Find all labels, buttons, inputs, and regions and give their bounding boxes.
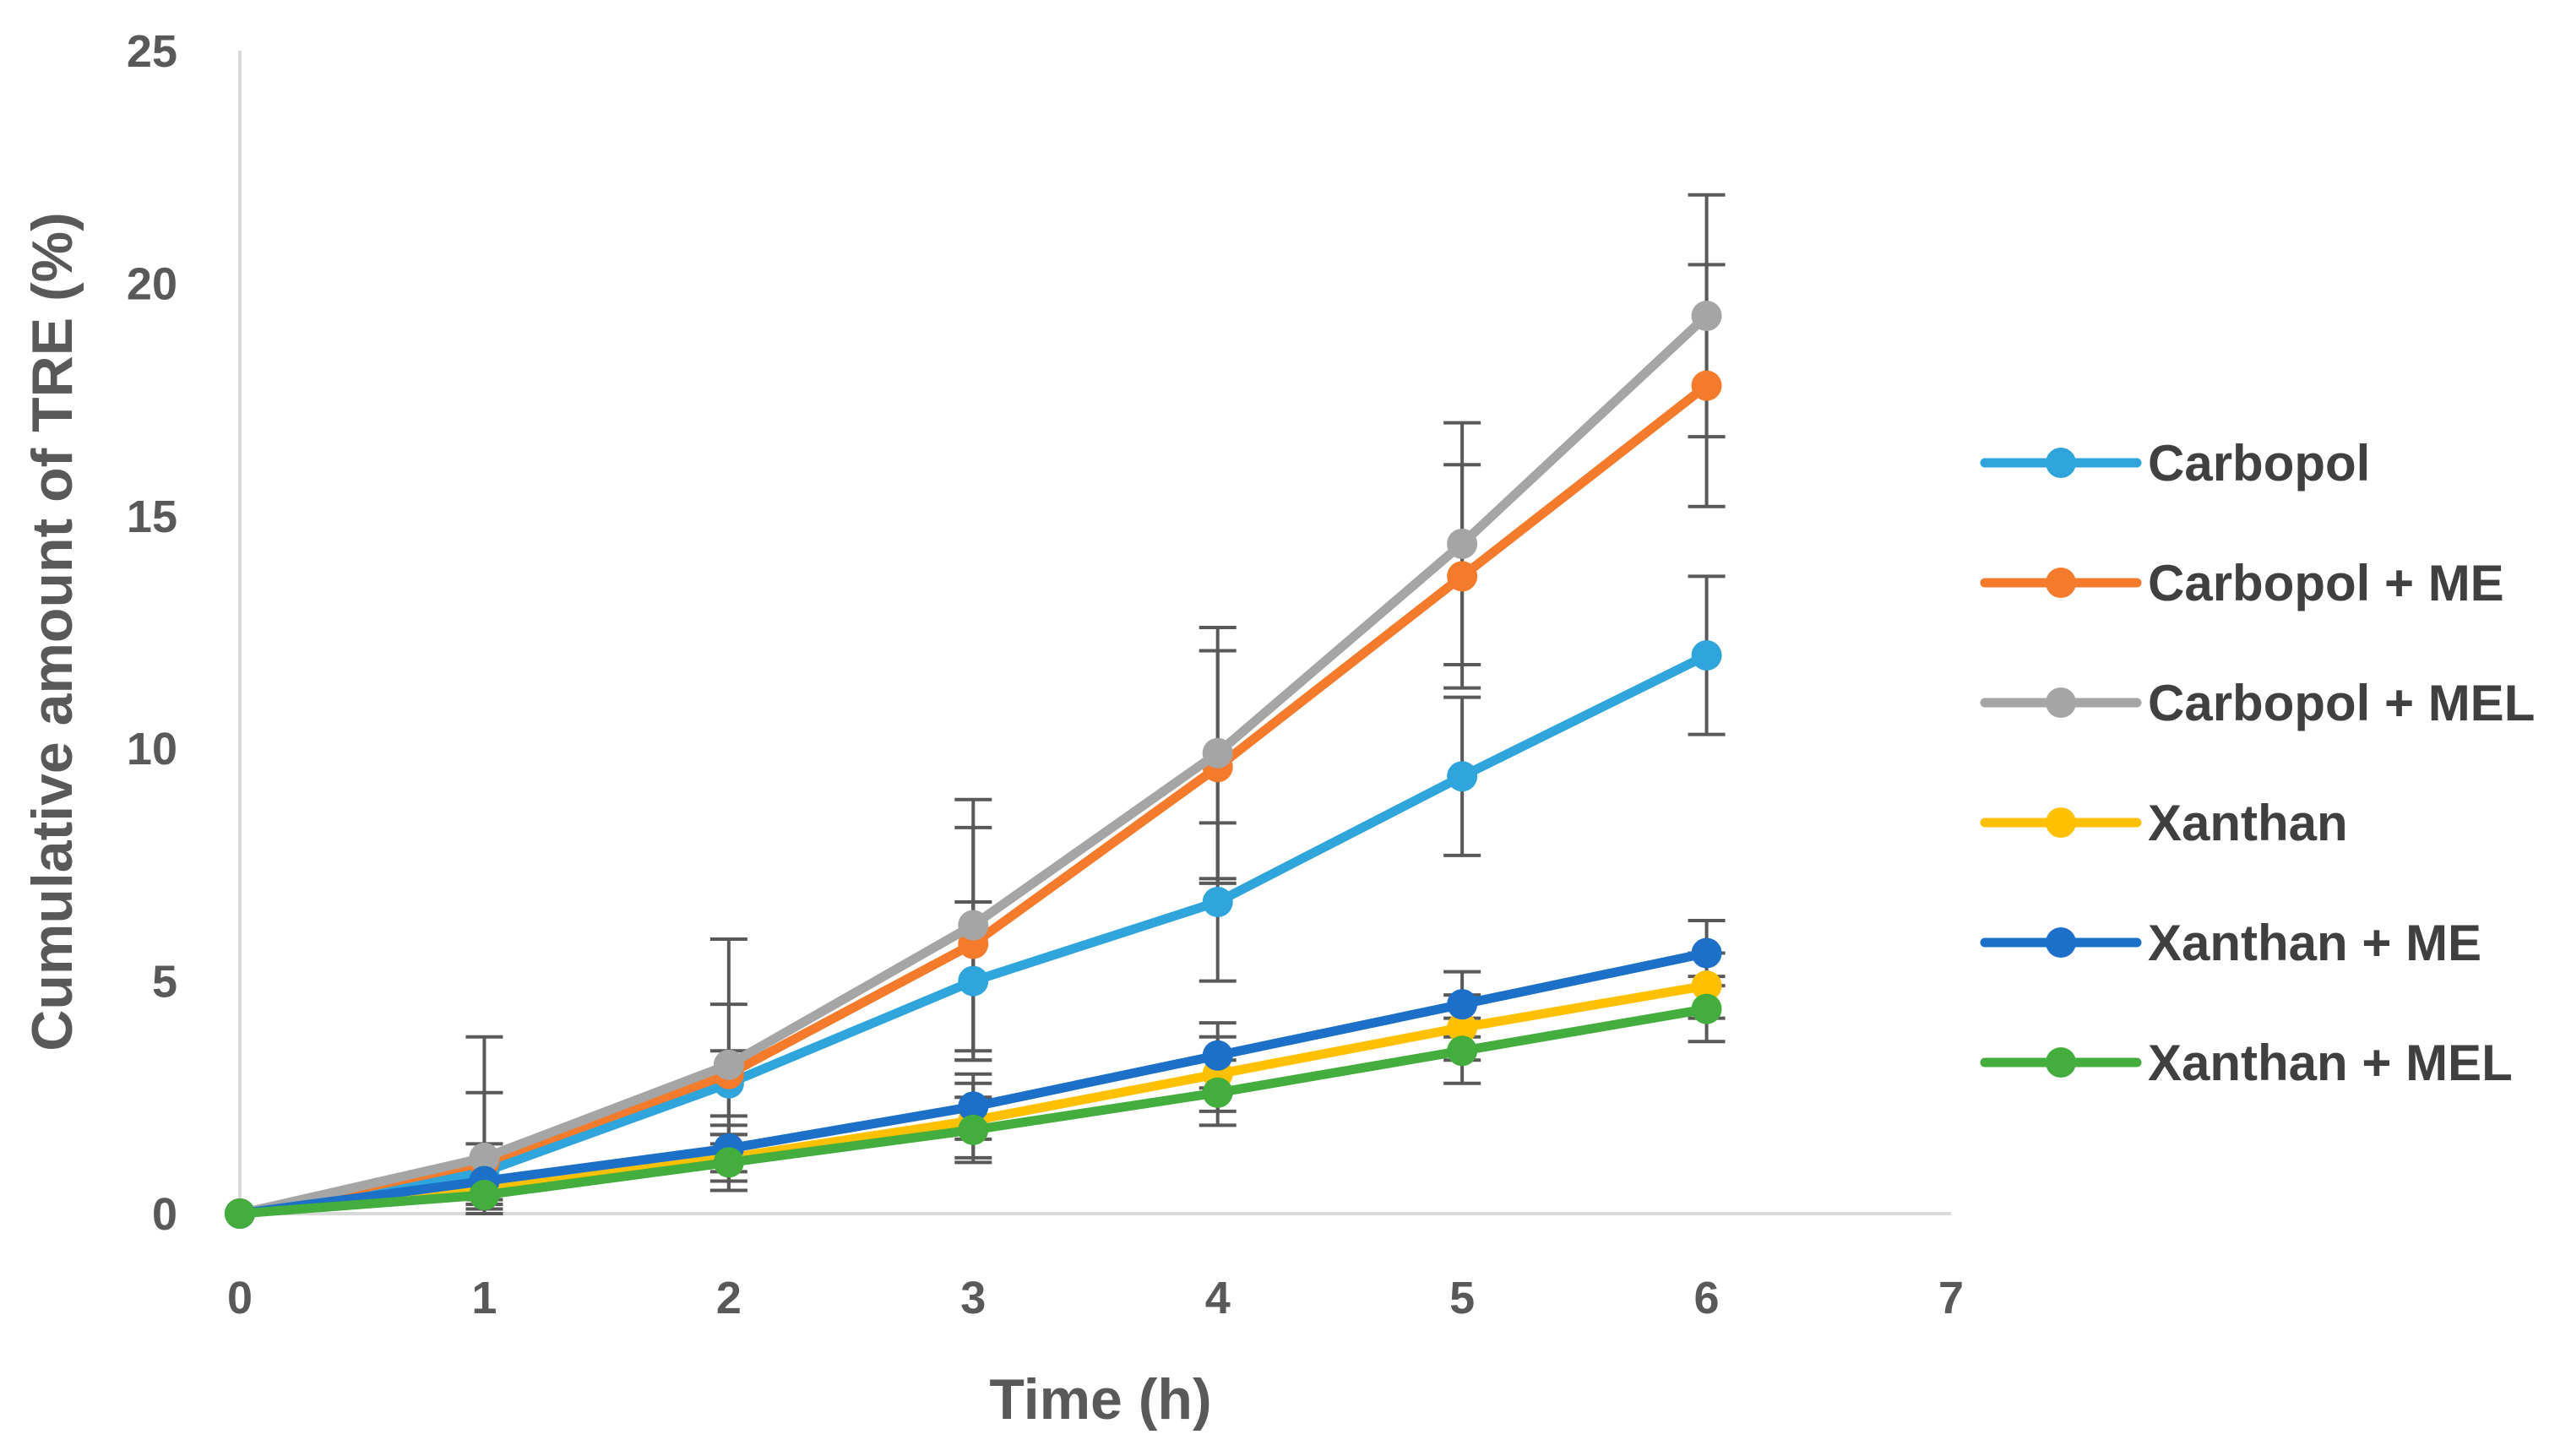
legend-label: Xanthan + MEL bbox=[2148, 1035, 2513, 1091]
data-point bbox=[958, 965, 989, 997]
data-point bbox=[469, 1142, 500, 1173]
data-point bbox=[1202, 737, 1233, 769]
y-axis-title: Cumulative amount of TRE (%) bbox=[20, 212, 84, 1051]
x-tick-label: 2 bbox=[716, 1273, 742, 1323]
y-tick-label: 25 bbox=[127, 26, 177, 77]
data-point bbox=[1202, 886, 1233, 917]
y-tick-label: 10 bbox=[127, 724, 177, 774]
legend-item: Carbopol bbox=[1980, 435, 2370, 492]
legend-label: Carbopol bbox=[2148, 435, 2370, 492]
legend-item: Xanthan + MEL bbox=[1980, 1035, 2513, 1091]
data-point bbox=[1691, 993, 1722, 1024]
data-point bbox=[958, 1114, 989, 1145]
legend-swatch-marker bbox=[2046, 687, 2076, 718]
axes: 0 5 10 15 20 25 0 1 2 3 4 5 6 7 bbox=[127, 26, 1964, 1323]
data-point bbox=[1447, 989, 1478, 1020]
legend: Carbopol Carbopol + ME Carbopol + MEL Xanth… bbox=[1980, 435, 2535, 1091]
data-point bbox=[958, 910, 989, 941]
legend-swatch-marker bbox=[2046, 568, 2076, 598]
data-point bbox=[1447, 1012, 1478, 1043]
data-point bbox=[1202, 1040, 1233, 1071]
legend-swatch-marker bbox=[2046, 807, 2076, 838]
data-point bbox=[469, 1179, 500, 1210]
x-tick-label: 7 bbox=[1938, 1273, 1964, 1323]
error-bars bbox=[465, 193, 1726, 1215]
x-tick-label: 5 bbox=[1449, 1273, 1475, 1323]
data-point bbox=[1447, 561, 1478, 592]
y-tick-label: 0 bbox=[152, 1189, 177, 1240]
data-point bbox=[225, 1198, 255, 1229]
x-tick-label: 3 bbox=[960, 1273, 986, 1323]
legend-label: Carbopol + MEL bbox=[2148, 675, 2535, 731]
data-point bbox=[1691, 370, 1722, 401]
legend-label: Carbopol + ME bbox=[2148, 555, 2504, 611]
legend-swatch-marker bbox=[2046, 927, 2076, 958]
legend-label: Xanthan bbox=[2148, 795, 2348, 851]
data-point bbox=[713, 1147, 744, 1178]
y-tick-label: 20 bbox=[127, 258, 177, 309]
legend-item: Carbopol + ME bbox=[1980, 555, 2504, 611]
x-tick-label: 6 bbox=[1694, 1273, 1720, 1323]
legend-item: Xanthan + ME bbox=[1980, 915, 2481, 971]
data-point bbox=[713, 1049, 744, 1080]
y-tick-label: 15 bbox=[127, 492, 177, 542]
data-point bbox=[1691, 640, 1722, 671]
data-point bbox=[1447, 528, 1478, 559]
y-tick-label: 5 bbox=[152, 957, 177, 1008]
x-tick-label: 0 bbox=[227, 1273, 253, 1323]
legend-item: Carbopol + MEL bbox=[1980, 675, 2535, 731]
data-point bbox=[1691, 937, 1722, 969]
data-point bbox=[1691, 300, 1722, 331]
legend-label: Xanthan + ME bbox=[2148, 915, 2481, 971]
data-point bbox=[958, 1091, 989, 1122]
data-point bbox=[1447, 761, 1478, 792]
legend-item: Xanthan bbox=[1980, 795, 2348, 851]
data-point bbox=[1691, 970, 1722, 1002]
x-axis-title: Time (h) bbox=[989, 1367, 1211, 1432]
legend-swatch-marker bbox=[2046, 1047, 2076, 1078]
x-tick-label: 4 bbox=[1205, 1273, 1231, 1323]
series-xanthan-mel bbox=[225, 993, 1722, 1229]
x-tick-label: 1 bbox=[471, 1273, 497, 1323]
legend-swatch-marker bbox=[2046, 448, 2076, 478]
series-lines bbox=[225, 300, 1722, 1229]
data-point bbox=[1447, 1035, 1478, 1067]
data-point bbox=[1202, 1077, 1233, 1108]
